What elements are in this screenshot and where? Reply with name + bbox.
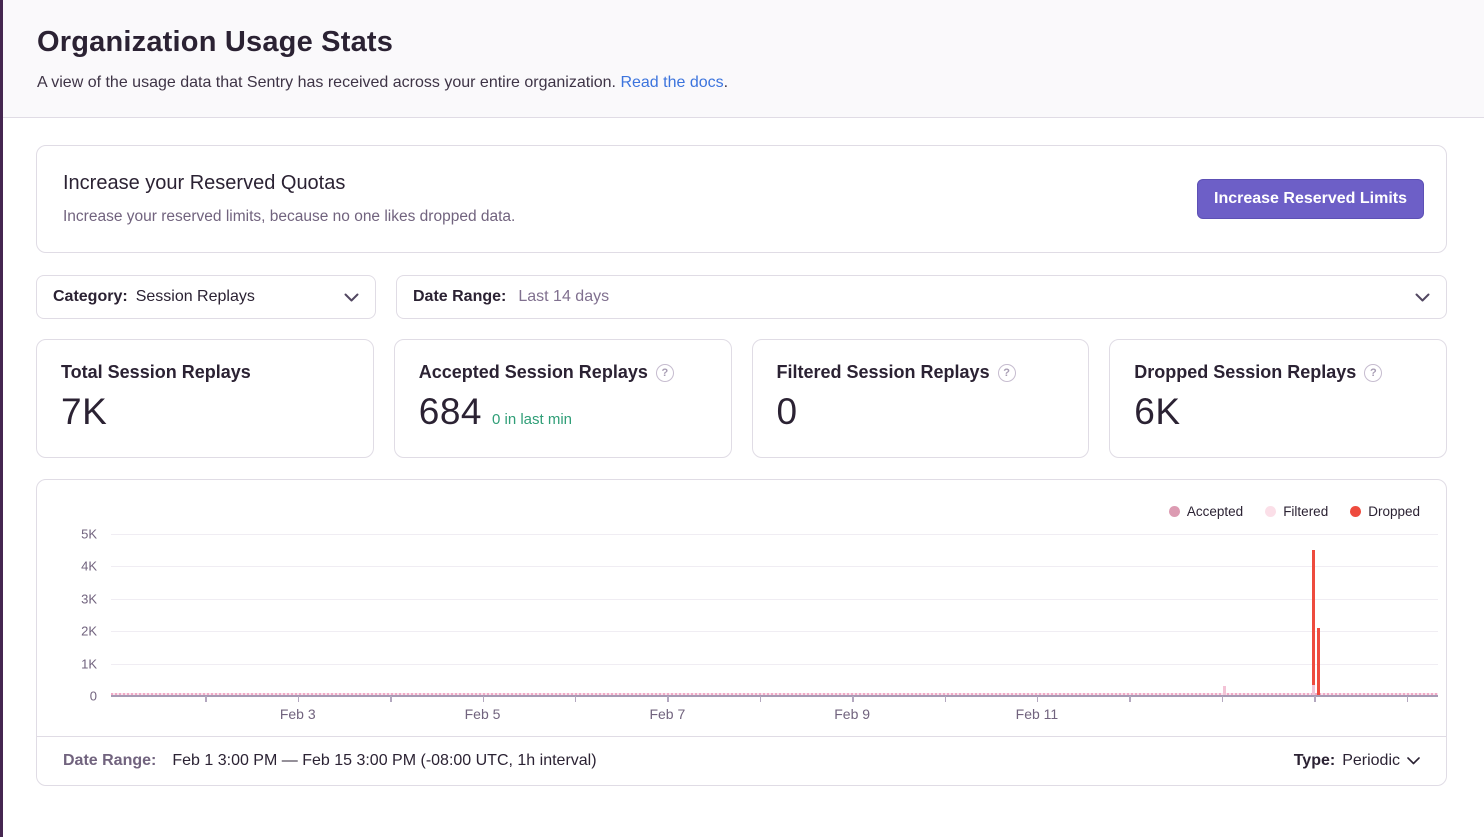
stat-title: Total Session Replays (61, 362, 251, 382)
x-tick (1129, 696, 1131, 702)
near-zero-accepted-bars (111, 692, 1438, 695)
chart-footer: Date Range: Feb 1 3:00 PM — Feb 15 3:00 … (37, 736, 1446, 785)
help-icon[interactable]: ? (1364, 363, 1383, 382)
x-tick (1314, 696, 1316, 702)
y-tick-label: 3K (81, 591, 97, 607)
increase-reserved-limits-button[interactable]: Increase Reserved Limits (1197, 179, 1424, 219)
quota-description: Increase your reserved limits, because n… (63, 208, 516, 225)
stat-cards-row: Total Session Replays 7K Accepted Sessio… (36, 339, 1447, 458)
usage-chart-card: Accepted Filtered Dropped 0 1K 2K 3K 4K 5K Fe… (36, 479, 1447, 786)
type-value: Periodic (1342, 752, 1400, 769)
gridline (111, 663, 1438, 665)
legend-item-accepted[interactable]: Accepted (1168, 500, 1244, 522)
x-tick-label: Feb 11 (1015, 706, 1059, 722)
page-title: Organization Usage Stats (37, 26, 394, 58)
y-tick-label: 1K (81, 656, 97, 672)
dropped-dot-icon (1350, 505, 1362, 517)
sidebar-edge (0, 0, 3, 837)
stat-card-filtered: Filtered Session Replays? 0 (751, 339, 1090, 458)
stat-value: 684 (418, 391, 482, 432)
chevron-down-icon (1415, 293, 1430, 302)
stat-title: Filtered Session Replays (776, 362, 990, 382)
footer-date-range-value: Feb 1 3:00 PM — Feb 15 3:00 PM (-08:00 U… (172, 752, 597, 769)
stat-value: 6K (1134, 391, 1181, 432)
dropped-bar (1311, 550, 1315, 685)
filter-row: Category: Session Replays Date Range: Las… (36, 275, 1447, 319)
x-tick (759, 696, 762, 702)
page-header: Organization Usage Stats A view of the u… (0, 0, 1484, 118)
accepted-bar (1223, 686, 1227, 695)
page-subtitle: A view of the usage data that Sentry has… (37, 74, 616, 91)
y-tick-label: 4K (81, 558, 97, 574)
x-tick-label: Feb 3 (279, 706, 316, 722)
chevron-down-icon (1407, 757, 1420, 765)
y-tick-label: 0 (89, 688, 97, 704)
x-tick (1406, 696, 1409, 702)
x-tick (1036, 696, 1039, 702)
x-axis-line (111, 695, 1438, 697)
x-tick (667, 696, 669, 702)
reserved-quota-banner: Increase your Reserved Quotas Increase y… (36, 145, 1447, 253)
quota-text: Increase your Reserved Quotas Increase y… (63, 172, 515, 226)
category-label: Category: (53, 288, 128, 305)
x-axis-labels: Feb 3 Feb 5 Feb 7 Feb 9 Feb 11 (111, 696, 1438, 736)
x-tick (1221, 696, 1224, 702)
x-tick (852, 696, 854, 702)
date-range-value: Last 14 days (518, 288, 610, 305)
x-tick (482, 696, 485, 702)
x-tick-label: Feb 5 (464, 706, 501, 722)
subtitle-period: . (723, 74, 729, 91)
category-value: Session Replays (135, 288, 255, 305)
chevron-down-icon (344, 293, 359, 302)
accepted-dot-icon (1168, 505, 1180, 517)
gridline (111, 534, 1438, 535)
quota-title: Increase your Reserved Quotas (63, 172, 346, 194)
chart-area: 0 1K 2K 3K 4K 5K (37, 522, 1446, 704)
main-content: Increase your Reserved Quotas Increase y… (0, 118, 1484, 786)
dropped-bar (1317, 628, 1321, 695)
x-tick (390, 696, 392, 702)
chart-plot (111, 534, 1438, 702)
stat-live-rate: 0 in last min (491, 411, 573, 428)
x-tick (297, 696, 300, 702)
gridline (111, 566, 1438, 568)
date-range-select[interactable]: Date Range: Last 14 days (396, 275, 1447, 319)
stat-value: 7K (61, 391, 108, 432)
gridline (111, 631, 1438, 633)
legend-item-dropped[interactable]: Dropped (1350, 500, 1420, 522)
filtered-dot-icon (1265, 505, 1277, 517)
accepted-bar (1311, 684, 1315, 695)
stat-card-total: Total Session Replays 7K (36, 339, 374, 458)
x-tick (205, 696, 207, 702)
category-select[interactable]: Category: Session Replays (36, 275, 376, 319)
chart-type-select[interactable]: Type: Periodic (1294, 752, 1420, 770)
help-icon[interactable]: ? (997, 363, 1016, 382)
stat-value: 0 (776, 391, 798, 432)
date-range-label: Date Range: (413, 288, 507, 305)
legend-label: Filtered (1283, 503, 1329, 519)
chart-legend: Accepted Filtered Dropped (37, 480, 1446, 522)
stat-card-accepted: Accepted Session Replays? 684 0 in last m… (393, 339, 732, 458)
legend-item-filtered[interactable]: Filtered (1265, 500, 1328, 522)
type-label: Type: (1293, 752, 1336, 769)
help-icon[interactable]: ? (655, 363, 674, 382)
gridline (111, 598, 1438, 600)
y-tick-label: 2K (81, 623, 97, 639)
read-the-docs-link[interactable]: Read the docs (620, 74, 724, 91)
x-tick-label: Feb 7 (649, 706, 686, 722)
y-tick-label: 5K (81, 526, 97, 542)
x-tick (944, 696, 947, 702)
footer-date-range-label: Date Range: (63, 752, 157, 769)
x-tick (574, 696, 577, 702)
stat-title: Accepted Session Replays (418, 362, 648, 382)
legend-label: Accepted (1186, 503, 1244, 519)
y-axis-labels: 0 1K 2K 3K 4K 5K (49, 527, 111, 704)
x-tick-label: Feb 9 (834, 706, 871, 722)
legend-label: Dropped (1368, 503, 1420, 519)
stat-card-dropped: Dropped Session Replays? 6K (1109, 339, 1447, 458)
stat-title: Dropped Session Replays (1134, 362, 1357, 382)
